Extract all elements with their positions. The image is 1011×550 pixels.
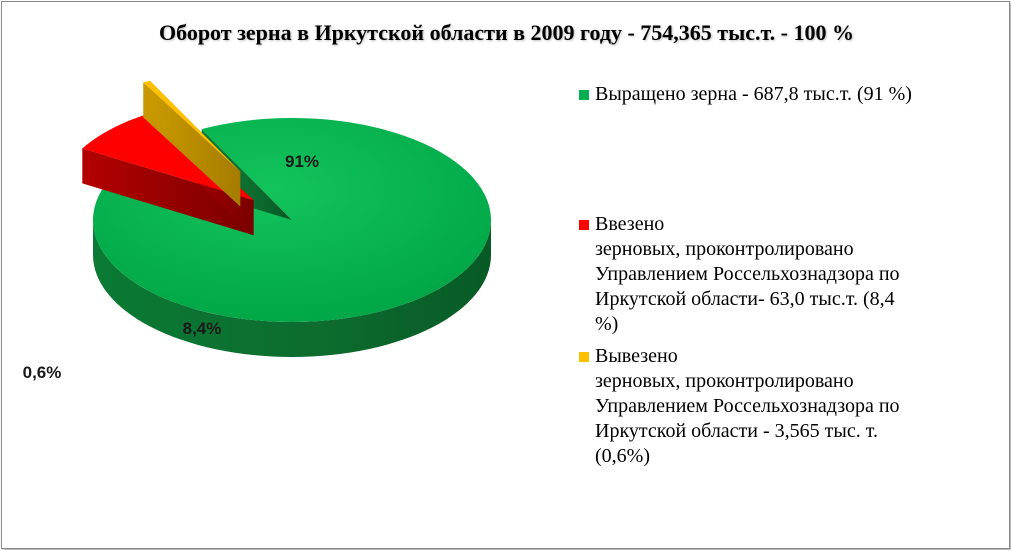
legend-swatch-exported	[579, 352, 589, 362]
pie-slice-2	[143, 80, 241, 207]
legend-text-exported-l3: Управлением Россельхознадзора по	[595, 395, 900, 417]
pie-slice-face-1	[82, 148, 254, 236]
legend-text-exported-l5: (0,6%)	[595, 445, 650, 467]
legend-swatch-imported	[579, 220, 589, 230]
legend-swatch-grown	[579, 90, 589, 100]
chart-title: Оборот зерна в Иркутской области в 2009 …	[159, 20, 854, 45]
legend-item-imported: Ввезено зерновых, проконтролировано Упра…	[579, 212, 959, 337]
pie-slices	[82, 80, 492, 357]
legend-text-imported-l5: %)	[595, 313, 619, 335]
pie-slice-top-2	[143, 80, 241, 172]
legend-text-imported-l2: зерновых, проконтролировано	[595, 238, 854, 260]
pie-labels: 91% 8,4% 0,6%	[23, 152, 319, 382]
pie-slice-wall-0	[93, 220, 491, 357]
legend-text-grown: Выращено зерна - 687,8 тыс.т. (91 %)	[595, 83, 912, 105]
pie-data-label-0: 91%	[285, 152, 319, 171]
legend-text-imported-l4: Иркутской области- 63,0 тыс.т. (8,4	[595, 288, 895, 310]
legend-item-grown: Выращено зерна - 687,8 тыс.т. (91 %)	[579, 82, 959, 107]
legend-text-imported-l3: Управлением Россельхознадзора по	[595, 263, 900, 285]
legend-text-exported-l4: Иркутской области - 3,565 тыс. т.	[595, 420, 878, 442]
legend-text-imported-l1: Ввезено	[595, 213, 665, 235]
pie-data-label-2: 0,6%	[23, 363, 62, 382]
pie-slice-face-2	[149, 80, 241, 207]
pie-slice-top-0	[92, 117, 492, 322]
pie-data-label-1: 8,4%	[183, 319, 222, 338]
legend-text-exported-l1: Вывезено	[595, 345, 678, 367]
legend-item-exported: Вывезено зерновых, проконтролировано Упр…	[579, 344, 959, 469]
legend-text-exported-l2: зерновых, проконтролировано	[595, 370, 854, 392]
